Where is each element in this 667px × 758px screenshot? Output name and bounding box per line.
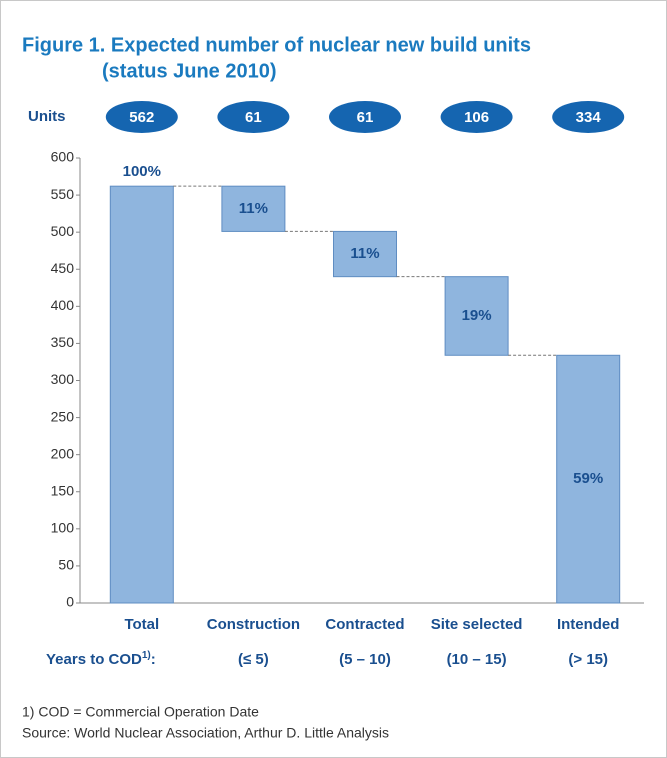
- share-label: 19%: [462, 307, 492, 324]
- source: Source: World Nuclear Association, Arthu…: [22, 725, 389, 741]
- y-tick-label: 200: [51, 445, 75, 461]
- y-tick-label: 400: [51, 297, 75, 313]
- x-tick-label: Total: [124, 616, 159, 633]
- unit-value: 61: [245, 109, 262, 126]
- y-tick-label: 450: [51, 260, 75, 276]
- unit-oval: [440, 101, 513, 133]
- footnote: 1) COD = Commercial Operation Date: [22, 704, 259, 720]
- y-tick-label: 550: [51, 186, 75, 202]
- y-tick-label: 0: [66, 594, 74, 610]
- unit-oval: [552, 101, 625, 133]
- y-tick-label: 350: [51, 334, 75, 350]
- y-tick-label: 50: [58, 557, 74, 573]
- bar: [444, 276, 509, 356]
- years-label-text: Years to COD: [46, 651, 142, 668]
- bar: [556, 354, 621, 604]
- x-tick-label: Contracted: [325, 616, 404, 633]
- x-tick-label: Site selected: [431, 616, 523, 633]
- years-label-note: 1): [142, 650, 151, 661]
- y-tick-label: 500: [51, 223, 75, 239]
- years-label: Years to COD1):: [46, 650, 156, 668]
- bar: [221, 185, 286, 232]
- y-tick-label: 250: [51, 408, 75, 424]
- share-label: 100%: [123, 163, 161, 180]
- bar: [109, 185, 174, 604]
- chart-subtitle: (status June 2010): [102, 60, 277, 82]
- y-tick-label: 150: [51, 482, 75, 498]
- unit-value: 106: [464, 109, 489, 126]
- share-label: 59%: [573, 470, 603, 487]
- x-tick-label: Construction: [207, 616, 300, 633]
- years-label-colon: :: [151, 651, 156, 668]
- years-value: (> 15): [568, 651, 608, 668]
- years-value: (10 – 15): [447, 651, 507, 668]
- unit-value: 61: [357, 109, 374, 126]
- unit-oval: [105, 101, 178, 133]
- units-label: Units: [28, 108, 66, 125]
- unit-value: 562: [129, 109, 154, 126]
- unit-oval: [329, 101, 401, 133]
- share-label: 11%: [350, 245, 379, 262]
- bar: [333, 230, 397, 278]
- share-label: 11%: [239, 200, 268, 217]
- chart-title: Figure 1. Expected number of nuclear new…: [22, 34, 531, 56]
- years-value: (5 – 10): [339, 651, 391, 668]
- x-tick-label: Intended: [557, 616, 620, 633]
- y-tick-label: 300: [51, 371, 75, 387]
- y-tick-label: 100: [51, 520, 75, 536]
- unit-value: 334: [576, 109, 602, 126]
- unit-oval: [217, 101, 290, 133]
- y-tick-label: 600: [51, 149, 75, 165]
- years-value: (≤ 5): [238, 651, 269, 668]
